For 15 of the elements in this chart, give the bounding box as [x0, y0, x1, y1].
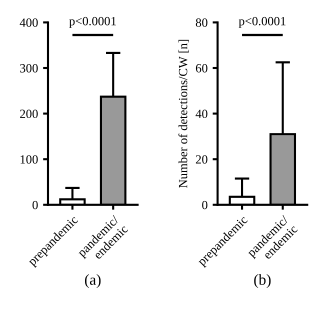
y-tick-label: 300 [20, 64, 38, 72]
annotation: p<0.0001 [238, 16, 286, 28]
y-axis-title: Number of detections/CW [n] [178, 40, 189, 188]
x-axis-title: (a) [84, 274, 101, 288]
y-tick-label: 80 [196, 18, 208, 27]
annotation: p<0.0001 [69, 16, 116, 28]
y-tick-label: 100 [20, 155, 38, 164]
y-tick-label: 60 [196, 64, 208, 72]
x-axis-title: (b) [254, 274, 271, 288]
y-tick-label: 40 [196, 110, 208, 118]
y-tick-label: 200 [20, 110, 38, 118]
y-tick-label: 20 [196, 155, 208, 164]
y-tick-label: 0 [202, 200, 208, 210]
y-tick-label: 0 [32, 200, 38, 210]
y-tick-label: 400 [20, 18, 38, 27]
